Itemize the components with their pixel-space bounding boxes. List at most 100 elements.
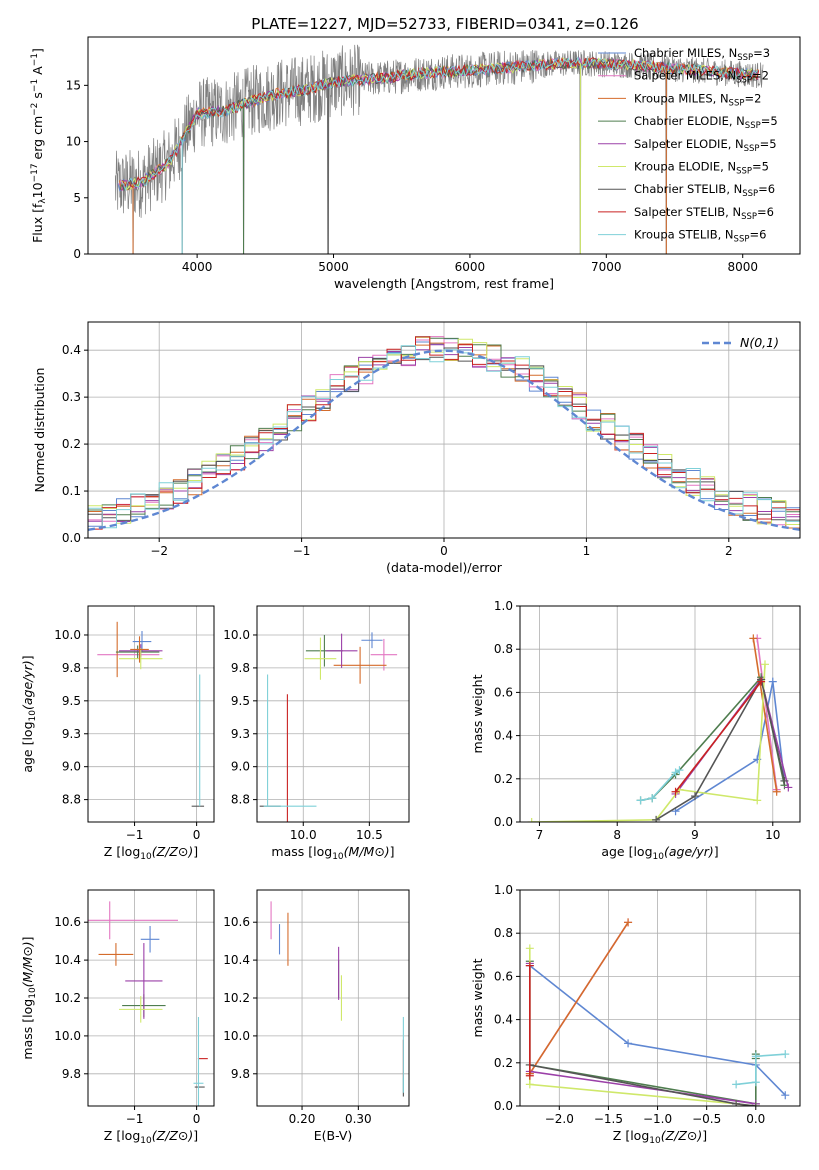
mass-age-point bbox=[361, 632, 383, 649]
residual-histogram bbox=[88, 336, 800, 521]
z-weight-series-line bbox=[529, 961, 757, 1105]
age-weight-marker bbox=[636, 796, 645, 805]
mass-age-ytick-label: 10.0 bbox=[223, 628, 250, 642]
z-age-plot-area bbox=[88, 606, 214, 822]
z-weight-ylabel: mass weight bbox=[470, 958, 485, 1037]
ebv-mass-ytick-label: 10.0 bbox=[223, 1029, 250, 1043]
ebv-mass-ytick-label: 10.2 bbox=[223, 991, 250, 1005]
residuals-xtick-label: 1 bbox=[583, 544, 591, 558]
residuals-legend: N(0,1) bbox=[702, 335, 779, 350]
age-weight-xlabel: age [log10(age/yr)] bbox=[601, 844, 718, 862]
z-mass-ytick-label: 9.8 bbox=[62, 1067, 81, 1081]
z-mass-ylabel: mass [log10(M/M⊙)] bbox=[20, 936, 38, 1059]
age-weight-marker bbox=[652, 815, 661, 822]
age-weight-series-line bbox=[640, 769, 680, 802]
z-mass-point bbox=[88, 901, 178, 940]
age-weight-marker bbox=[780, 776, 789, 785]
age-weight-series-line bbox=[756, 638, 778, 790]
age-weight-series-line bbox=[674, 681, 762, 793]
residuals-xtick-label: 2 bbox=[725, 544, 733, 558]
z-weight-marker bbox=[525, 944, 534, 953]
mass-age-ytick-label: 9.3 bbox=[231, 727, 250, 741]
z-weight-series-line bbox=[529, 948, 756, 1106]
chart-age-weight: 7 8 9 10 0.0 0.2 0.4 0.6 0.8 1.0 age [log10(age/yr… bbox=[470, 599, 801, 862]
residuals-ytick-label: 0.2 bbox=[62, 437, 81, 451]
z-age-point bbox=[132, 631, 152, 653]
ebv-mass-ytick-label: 10.4 bbox=[223, 953, 250, 967]
z-age-ytick-label: 9.3 bbox=[62, 727, 81, 741]
z-weight-marker bbox=[624, 918, 633, 927]
mass-age-xlabel: mass [log10(M/M⊙)] bbox=[271, 844, 394, 862]
legend-entry: Chabrier MILES, NSSP=3 bbox=[634, 46, 770, 63]
z-weight-marker bbox=[732, 1099, 741, 1106]
z-weight-marker bbox=[525, 1071, 534, 1080]
z-weight-plot-area bbox=[520, 889, 800, 1107]
mass-age-ytick-label: 9.0 bbox=[231, 760, 250, 774]
spectrum-xtick-label: 6000 bbox=[455, 260, 486, 274]
z-weight-ytick-label: 0.0 bbox=[494, 1099, 513, 1113]
z-age-point bbox=[119, 648, 163, 670]
spectrum-xtick-label: 7000 bbox=[591, 260, 622, 274]
z-mass-plot-area bbox=[88, 890, 214, 1106]
age-weight-ytick-label: 0.6 bbox=[494, 685, 513, 699]
age-weight-marker bbox=[753, 796, 762, 805]
legend-entry: Salpeter MILES, NSSP=2 bbox=[634, 69, 769, 86]
z-age-marks bbox=[97, 621, 205, 807]
z-mass-xtick-label: 0 bbox=[193, 1112, 201, 1126]
legend-entry: Salpeter STELIB, NSSP=6 bbox=[634, 205, 774, 222]
ebv-mass-ytick-label: 9.8 bbox=[231, 1067, 250, 1081]
age-weight-series-line bbox=[675, 681, 786, 812]
legend-entry: Chabrier STELIB, NSSP=6 bbox=[634, 182, 775, 199]
mass-age-xtick-label: 10.0 bbox=[290, 828, 317, 842]
chart-spectrum: 4000 5000 6000 7000 8000 0 5 10 15 wavelength [An… bbox=[30, 36, 801, 291]
chart-z-age: −1 0 8.8 9.0 9.3 9.5 9.8 10.0 Z [log10(Z/Z⊙)] age… bbox=[20, 605, 215, 862]
age-weight-xtick-label: 7 bbox=[536, 828, 544, 842]
z-age-point bbox=[130, 636, 149, 663]
legend-entry: N(0,1) bbox=[740, 335, 779, 350]
age-weight-marker bbox=[671, 787, 680, 796]
mass-age-ytick-label: 9.5 bbox=[231, 694, 250, 708]
ebv-mass-ytick-label: 10.6 bbox=[223, 915, 250, 929]
z-mass-ytick-label: 10.6 bbox=[54, 915, 81, 929]
z-weight-ytick-label: 0.6 bbox=[494, 969, 513, 983]
age-weight-xtick-label: 10 bbox=[765, 828, 780, 842]
spectrum-ylabel: Flux [fλ10−17 erg cm−2 s−1 A−1] bbox=[30, 48, 48, 243]
z-weight-ytick-label: 0.4 bbox=[494, 1013, 513, 1027]
z-weight-ytick-label: 0.2 bbox=[494, 1056, 513, 1070]
z-weight-marks bbox=[525, 918, 790, 1106]
age-weight-marker bbox=[768, 677, 777, 686]
ebv-mass-plot-area bbox=[257, 890, 409, 1106]
z-age-ytick-label: 9.5 bbox=[62, 694, 81, 708]
age-weight-ytick-label: 0.4 bbox=[494, 729, 513, 743]
residuals-xtick-label: 0 bbox=[440, 544, 448, 558]
legend-entry: Kroupa ELODIE, NSSP=5 bbox=[634, 160, 769, 177]
spectrum-model-line bbox=[121, 56, 759, 192]
spectrum-xtick-label: 8000 bbox=[727, 260, 758, 274]
age-weight-ytick-label: 1.0 bbox=[494, 599, 513, 613]
z-weight-ytick-label: 1.0 bbox=[494, 883, 513, 897]
mass-age-ytick-label: 8.8 bbox=[231, 793, 250, 807]
legend-entry: Kroupa STELIB, NSSP=6 bbox=[634, 228, 766, 245]
age-weight-marker bbox=[749, 634, 758, 643]
mass-age-point bbox=[304, 637, 337, 680]
z-weight-marker bbox=[732, 1080, 741, 1089]
age-weight-marker bbox=[527, 818, 536, 822]
chart-z-mass: −1 0 9.8 10.0 10.2 10.4 10.6 Z [log10(Z/Z⊙)] mas… bbox=[20, 889, 215, 1146]
age-weight-marker bbox=[757, 677, 766, 686]
z-weight-series-line bbox=[529, 1064, 756, 1106]
mass-age-marks bbox=[259, 632, 398, 822]
spectrum-ytick-label: 0 bbox=[73, 247, 81, 261]
spectrum-ytick-label: 15 bbox=[66, 78, 81, 92]
z-weight-series-line bbox=[529, 921, 629, 1075]
z-weight-marker bbox=[525, 1080, 534, 1089]
z-age-frame bbox=[87, 605, 215, 823]
mass-age-point bbox=[325, 633, 358, 668]
mass-age-ytick-label: 9.8 bbox=[231, 661, 250, 675]
residuals-xtick-label: −2 bbox=[150, 544, 168, 558]
chart-residuals: −2 −1 0 1 2 0.0 0.1 0.2 0.3 0.4 (data-model)/error… bbox=[32, 321, 801, 575]
z-weight-marker bbox=[781, 1050, 790, 1059]
ebv-mass-xtick-label: 0.30 bbox=[345, 1112, 372, 1126]
z-weight-series-line bbox=[736, 1053, 786, 1086]
ebv-mass-xtick-label: 0.20 bbox=[289, 1112, 316, 1126]
